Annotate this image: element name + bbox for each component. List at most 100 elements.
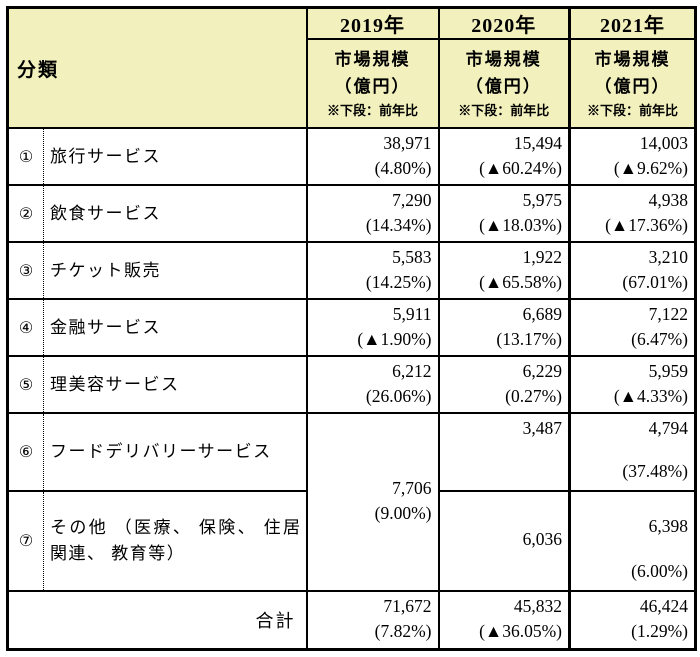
market-value: 5,959 bbox=[648, 361, 689, 381]
market-value: 5,975 bbox=[522, 190, 563, 210]
market-size-table: 分類 2019年 2020年 2021年 市場規模 （億円） ※下段：前年比 市… bbox=[6, 6, 698, 651]
market-value: 6,689 bbox=[522, 304, 563, 324]
row-number: ④ bbox=[6, 298, 44, 357]
market-value: 4,794 bbox=[648, 418, 689, 438]
measure-header-2020: 市場規模 （億円） ※下段：前年比 bbox=[437, 38, 571, 129]
measure-header-2021: 市場規模 （億円） ※下段：前年比 bbox=[568, 38, 697, 129]
measure-unit: （億円） bbox=[594, 76, 671, 96]
yoy-pct: (▲36.05%) bbox=[479, 621, 563, 641]
table-row: ⑥ フードデリバリーサービス 7,706 (9.00%) 3,487 4,794… bbox=[6, 412, 697, 592]
yoy-pct: (▲4.33%) bbox=[613, 386, 689, 406]
value-cell-2020: 1,922 (▲65.58%) bbox=[437, 241, 571, 300]
yoy-pct: (0.27%) bbox=[505, 386, 563, 406]
market-value: 7,290 bbox=[392, 190, 432, 210]
row-label: 飲食サービス bbox=[42, 184, 308, 243]
market-value: 7,706 bbox=[392, 478, 432, 498]
total-row: 合計 71,672 (7.82%) 45,832 (▲36.05%) 46,42… bbox=[6, 590, 697, 650]
row-number: ③ bbox=[6, 241, 44, 300]
year-header-2019: 2019年 bbox=[305, 6, 440, 40]
market-value: 6,398 bbox=[648, 516, 689, 536]
row-number: ⑤ bbox=[6, 355, 44, 414]
table-row: ⑦ その他 （医療、 保険、 住居関連、 教育等） 6,036 6,398 (6… bbox=[6, 490, 697, 592]
market-value: 3,487 bbox=[522, 418, 563, 438]
row-label: 旅行サービス bbox=[42, 127, 308, 186]
yoy-note: ※下段：前年比 bbox=[458, 102, 550, 118]
measure-label: 市場規模 bbox=[334, 49, 411, 69]
measure-unit: （億円） bbox=[334, 76, 411, 96]
table-row: ③ チケット販売 5,583 (14.25%) 1,922 (▲65.58%) … bbox=[6, 241, 697, 300]
yoy-pct: (1.29%) bbox=[631, 621, 689, 641]
market-value: 71,672 bbox=[383, 596, 432, 616]
yoy-pct: (6.47%) bbox=[631, 329, 689, 349]
measure-unit: （億円） bbox=[465, 76, 542, 96]
measure-header-2019: 市場規模 （億円） ※下段：前年比 bbox=[305, 38, 440, 129]
market-value: 46,424 bbox=[639, 596, 689, 616]
row-number: ⑥ bbox=[6, 412, 44, 492]
yoy-pct: (6.00%) bbox=[631, 561, 689, 581]
yoy-pct: (▲65.58%) bbox=[479, 272, 563, 292]
row-label: 理美容サービス bbox=[42, 355, 308, 414]
row-number: ⑦ bbox=[6, 490, 44, 592]
value-cell-2021: 4,938 (▲17.36%) bbox=[568, 184, 697, 243]
market-value: 1,922 bbox=[522, 247, 563, 267]
year-header-2020: 2020年 bbox=[437, 6, 571, 40]
yoy-pct: (▲1.90%) bbox=[357, 329, 432, 349]
total-label: 合計 bbox=[6, 590, 308, 650]
yoy-pct: (14.25%) bbox=[365, 272, 432, 292]
market-value: 3,210 bbox=[648, 247, 689, 267]
yoy-pct: (▲60.24%) bbox=[479, 158, 563, 178]
total-value-cell-2021: 46,424 (1.29%) bbox=[568, 590, 697, 650]
yoy-note: ※下段：前年比 bbox=[587, 102, 679, 118]
market-value: 6,229 bbox=[522, 361, 563, 381]
table-row: ② 飲食サービス 7,290 (14.34%) 5,975 (▲18.03%) … bbox=[6, 184, 697, 243]
value-cell-2020: 6,036 bbox=[437, 490, 571, 592]
yoy-pct: (67.01%) bbox=[622, 272, 689, 292]
row-label: フードデリバリーサービス bbox=[42, 412, 308, 492]
value-cell-2021: 14,003 (▲9.62%) bbox=[568, 127, 697, 186]
value-cell-2019: 7,290 (14.34%) bbox=[305, 184, 440, 243]
value-cell-2021: 7,122 (6.47%) bbox=[568, 298, 697, 357]
value-cell-2021: 6,398 (6.00%) bbox=[568, 490, 697, 592]
market-value: 4,938 bbox=[648, 190, 689, 210]
yoy-pct: (9.00%) bbox=[374, 503, 432, 523]
row-label: その他 （医療、 保険、 住居関連、 教育等） bbox=[42, 490, 308, 592]
value-cell-2019: 5,911 (▲1.90%) bbox=[305, 298, 440, 357]
row-label: チケット販売 bbox=[42, 241, 308, 300]
value-cell-2019: 5,583 (14.25%) bbox=[305, 241, 440, 300]
header-row-measure: 市場規模 （億円） ※下段：前年比 市場規模 （億円） ※下段：前年比 市場規模… bbox=[8, 38, 697, 129]
value-cell-2020: 3,487 bbox=[437, 412, 571, 492]
value-cell-2021: 3,210 (67.01%) bbox=[568, 241, 697, 300]
category-header-cell: 分類 bbox=[6, 6, 308, 129]
yoy-pct: (7.82%) bbox=[374, 621, 432, 641]
value-cell-2019: 38,971 (4.80%) bbox=[305, 127, 440, 186]
row-number: ① bbox=[6, 127, 44, 186]
value-cell-2020: 5,975 (▲18.03%) bbox=[437, 184, 571, 243]
row-number: ② bbox=[6, 184, 44, 243]
market-value: 7,122 bbox=[648, 304, 689, 324]
year-header-2021: 2021年 bbox=[568, 6, 697, 40]
market-value: 14,003 bbox=[639, 133, 689, 153]
row-label: 金融サービス bbox=[42, 298, 308, 357]
market-value: 15,494 bbox=[513, 133, 563, 153]
yoy-pct: (▲18.03%) bbox=[479, 215, 563, 235]
yoy-pct: (26.06%) bbox=[365, 386, 432, 406]
value-cell-2019: 6,212 (26.06%) bbox=[305, 355, 440, 414]
measure-label: 市場規模 bbox=[465, 49, 542, 69]
market-value: 38,971 bbox=[383, 133, 432, 153]
market-value: 6,212 bbox=[392, 361, 432, 381]
value-cell-2021: 5,959 (▲4.33%) bbox=[568, 355, 697, 414]
yoy-note: ※下段：前年比 bbox=[327, 102, 419, 118]
value-cell-2020: 6,689 (13.17%) bbox=[437, 298, 571, 357]
yoy-pct: (▲9.62%) bbox=[613, 158, 689, 178]
table-row: ① 旅行サービス 38,971 (4.80%) 15,494 (▲60.24%)… bbox=[6, 127, 697, 186]
yoy-pct: (4.80%) bbox=[374, 158, 432, 178]
market-value: 5,583 bbox=[392, 247, 432, 267]
total-value-cell-2020: 45,832 (▲36.05%) bbox=[437, 590, 571, 650]
value-cell-2019-merged: 7,706 (9.00%) bbox=[305, 412, 440, 592]
yoy-pct: (37.48%) bbox=[622, 461, 689, 481]
table-row: ④ 金融サービス 5,911 (▲1.90%) 6,689 (13.17%) 7… bbox=[6, 298, 697, 357]
yoy-pct: (▲17.36%) bbox=[605, 215, 689, 235]
market-value: 5,911 bbox=[392, 304, 432, 324]
header-row-years: 分類 2019年 2020年 2021年 bbox=[6, 6, 697, 129]
